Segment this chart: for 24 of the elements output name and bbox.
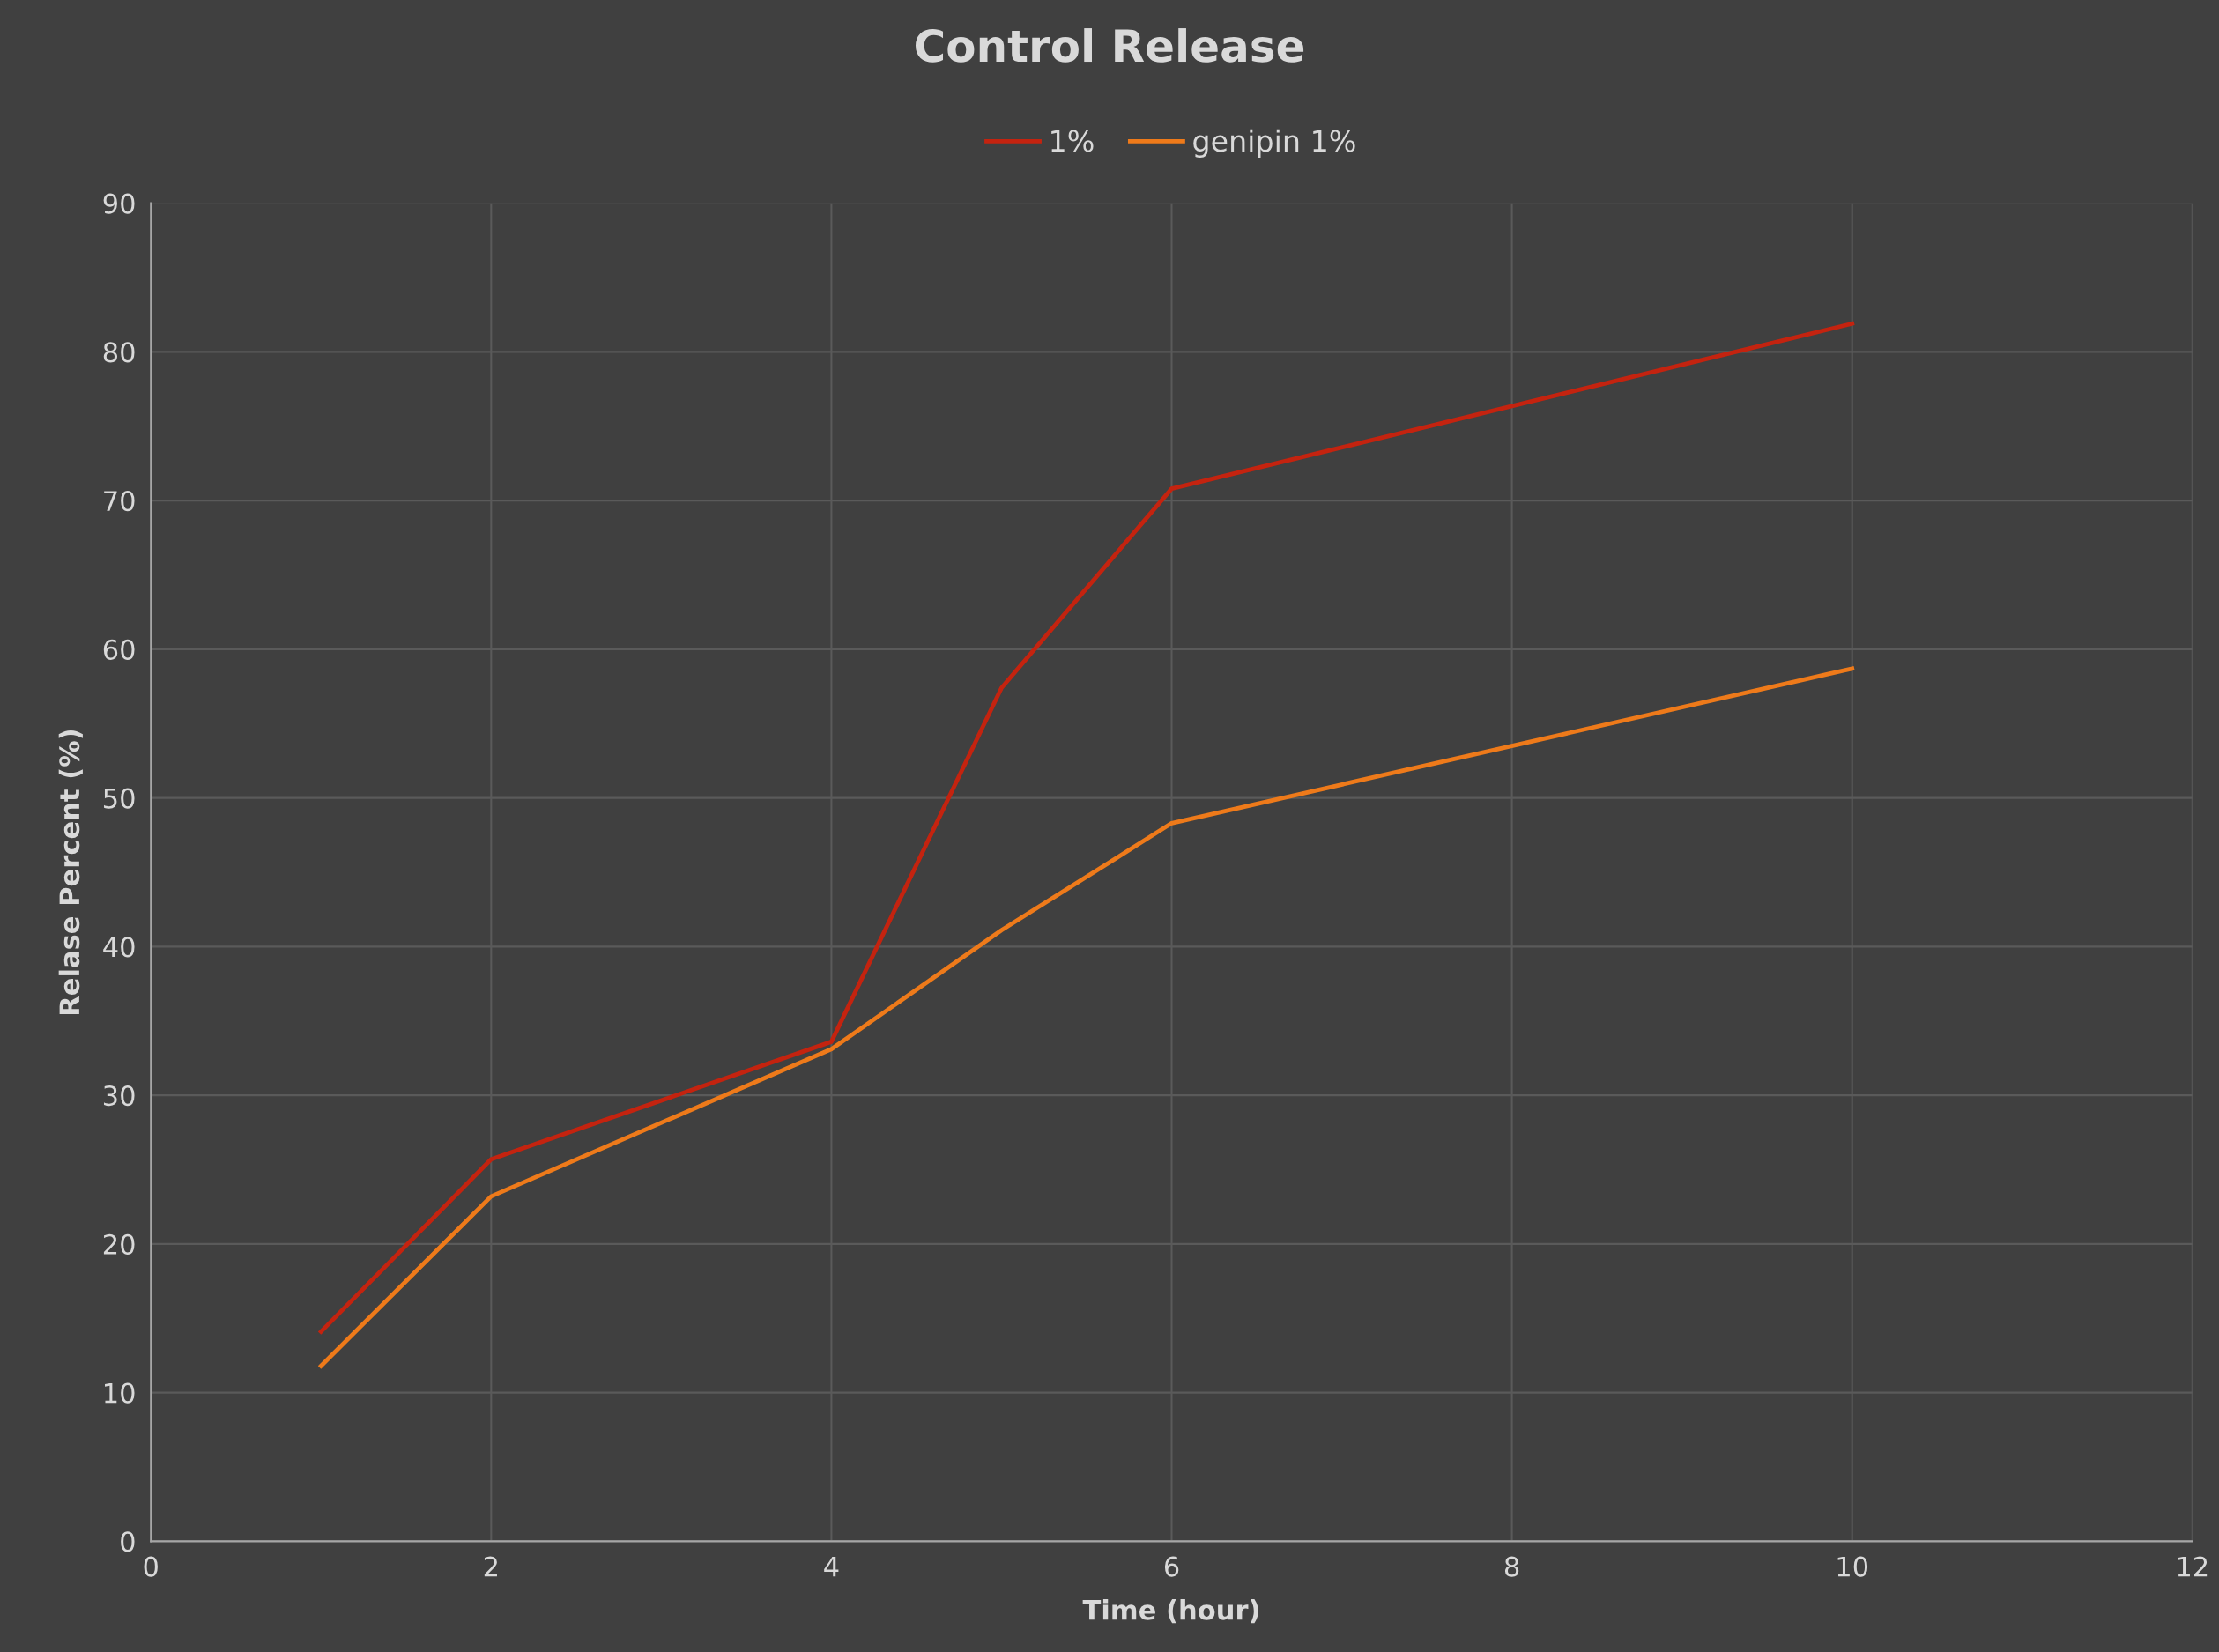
line-series	[318, 666, 1855, 1368]
x-tick-label: 12	[2178, 1556, 2208, 1577]
y-tick-label: 30	[104, 1085, 135, 1107]
legend-label: 1%	[1051, 130, 1094, 152]
x-tick-label: 0	[144, 1556, 158, 1577]
x-tick-label: 2	[484, 1556, 497, 1577]
y-tick-label: 0	[121, 1531, 135, 1552]
line-series	[318, 321, 1855, 1334]
y-tick-label: 50	[104, 788, 135, 809]
x-axis-title: Time (hour)	[1082, 1599, 1258, 1624]
x-tick-label: 8	[1504, 1556, 1519, 1577]
x-tick-label: 6	[1164, 1556, 1179, 1577]
x-tick-label: 4	[824, 1556, 839, 1577]
y-tick-label: 20	[103, 1233, 135, 1255]
x-tick-label: 10	[1837, 1556, 1868, 1577]
y-axis-title: Relase Percent (%)	[58, 730, 83, 1014]
y-tick-label: 90	[103, 193, 135, 214]
chart-title: Control Release	[916, 28, 1304, 63]
y-tick-label: 40	[103, 937, 135, 958]
y-tick-label: 60	[103, 639, 135, 660]
y-tick-label: 70	[104, 491, 135, 512]
y-tick-label: 10	[105, 1382, 135, 1404]
legend-label: genipin 1%	[1193, 129, 1355, 158]
y-tick-label: 80	[103, 342, 135, 363]
